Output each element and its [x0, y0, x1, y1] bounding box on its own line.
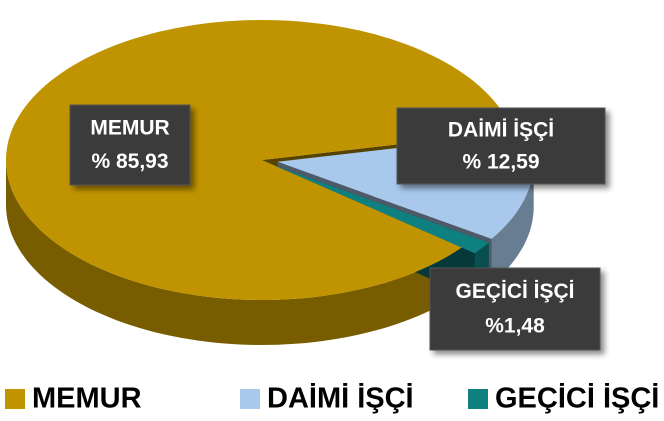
- data-label: MEMUR % 85,93: [69, 104, 191, 186]
- slice-side: [6, 160, 462, 345]
- data-label-box: [429, 267, 601, 351]
- slice: [274, 165, 489, 254]
- data-label-value: %1,48: [485, 315, 545, 338]
- data-label-name: GEÇİCİ İŞÇİ: [455, 280, 574, 303]
- legend-label: GEÇİCİ İŞÇİ: [495, 383, 659, 415]
- data-label-value: % 12,59: [462, 150, 539, 173]
- slice: [6, 20, 513, 300]
- legend-label: DAİMİ İŞÇİ: [267, 383, 414, 415]
- legend-swatch: [468, 389, 488, 409]
- data-label: DAİMİ İŞÇİ % 12,59: [396, 107, 606, 185]
- legend-label: MEMUR: [32, 383, 142, 415]
- data-label-box: [396, 107, 606, 185]
- data-label-value: % 85,93: [91, 150, 168, 173]
- legend-swatch: [240, 389, 260, 409]
- data-label-name: MEMUR: [90, 117, 169, 140]
- slice-side: [491, 161, 534, 284]
- legend-swatch: [5, 389, 25, 409]
- data-label-name: DAİMİ İŞÇİ: [448, 118, 554, 141]
- data-label: GEÇİCİ İŞÇİ %1,48: [429, 267, 601, 351]
- data-label-box: [69, 104, 191, 186]
